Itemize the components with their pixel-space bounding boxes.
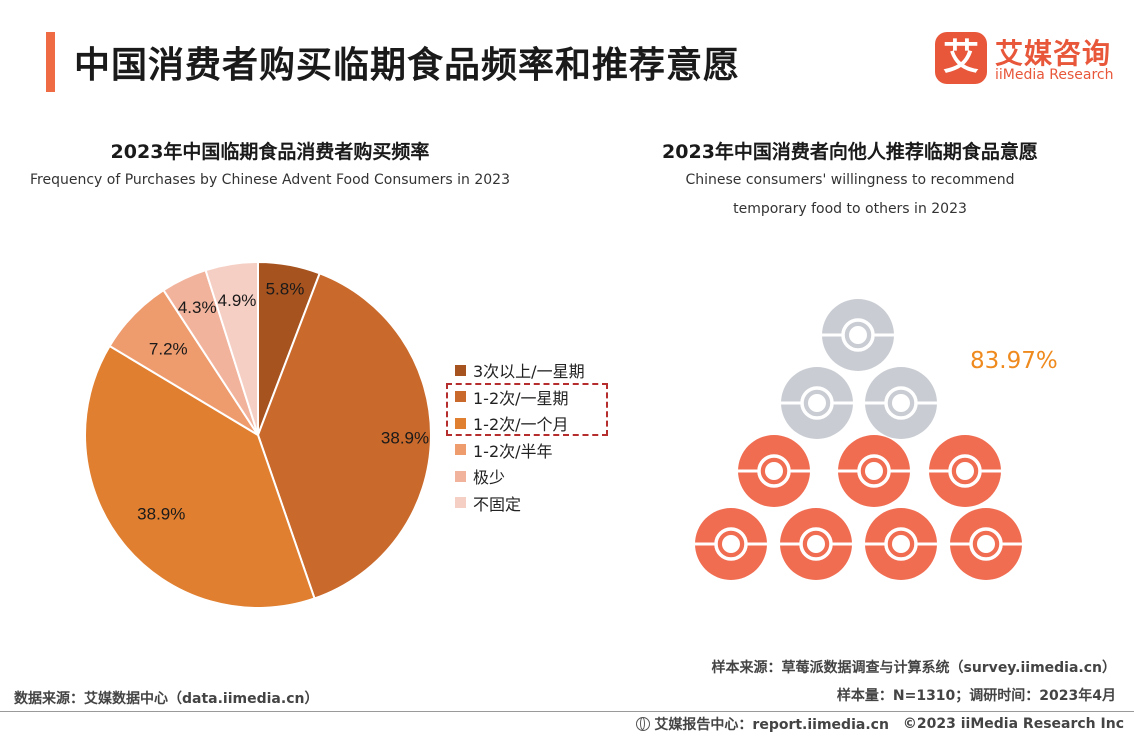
logo-cn-text: 艾媒咨询	[995, 37, 1112, 70]
legend-item: 不固定	[455, 490, 585, 517]
legend-item: 1-2次/半年	[455, 437, 585, 464]
logo-en-text: iiMedia Research	[995, 67, 1114, 83]
legend-label: 不固定	[473, 494, 522, 514]
legend-item: 极少	[455, 463, 585, 490]
recommend-percentage: 83.97%	[970, 348, 1058, 374]
logo-mark-icon: 艾	[935, 32, 987, 84]
pie-slice-label: 7.2%	[149, 340, 188, 359]
pictogram-icon	[780, 508, 852, 580]
pictogram-icon	[929, 435, 1001, 507]
legend-label: 极少	[473, 468, 506, 488]
pictogram-icon	[838, 435, 910, 507]
pie-slice	[256, 272, 432, 600]
legend-swatch	[455, 417, 466, 429]
pie-slice-label: 38.9%	[381, 428, 429, 447]
right-chart-subtitle-line2: temporary food to others in 2023	[733, 201, 967, 217]
legend-swatch	[455, 444, 466, 456]
iimedia-logo: 艾 艾媒咨询 iiMedia Research	[935, 32, 1115, 88]
footer-copyright: ©2023 iiMedia Research Inc	[902, 716, 1124, 732]
legend-label: 1-2次/一个月	[473, 415, 569, 435]
legend-swatch	[455, 497, 466, 509]
pie-slice-label: 5.8%	[266, 280, 305, 299]
pie-slice	[204, 260, 259, 436]
pie-slice	[84, 344, 316, 609]
pictogram-icon	[865, 367, 937, 439]
left-chart-title: 2023年中国临期食品消费者购买频率	[110, 141, 430, 163]
pictogram-icon	[822, 299, 894, 371]
legend-highlight-box	[446, 383, 608, 436]
pictogram-icon	[781, 367, 853, 439]
legend-item: 3次以上/一星期	[455, 357, 585, 384]
pictogram-icon	[950, 508, 1022, 580]
legend-item: 1-2次/一个月	[455, 410, 585, 437]
footer: 艾媒报告中心：report.iimedia.cn ©2023 iiMedia R…	[636, 714, 1124, 734]
sample-source-note: 样本来源：草莓派数据调查与计算系统（survey.iimedia.cn）	[711, 660, 1116, 676]
legend-item: 1-2次/一星期	[455, 384, 585, 411]
data-source-note: 数据来源：艾媒数据中心（data.iimedia.cn）	[14, 691, 319, 707]
pictogram-icon	[695, 508, 767, 580]
left-chart-subtitle: Frequency of Purchases by Chinese Advent…	[30, 172, 510, 188]
footer-divider	[0, 711, 1134, 712]
legend-swatch	[455, 391, 466, 403]
pie-slice-label: 38.9%	[137, 504, 185, 523]
pie-slice-label: 4.3%	[178, 298, 217, 317]
globe-icon	[636, 717, 651, 731]
legend-label: 1-2次/半年	[473, 441, 553, 461]
legend-swatch	[455, 470, 466, 482]
footer-report-center[interactable]: 艾媒报告中心：report.iimedia.cn	[654, 717, 889, 733]
right-chart-title: 2023年中国消费者向他人推荐临期食品意愿	[662, 141, 1038, 163]
legend-swatch	[455, 364, 466, 376]
pie-slice-label: 4.9%	[218, 291, 257, 310]
pictogram-icon	[738, 435, 810, 507]
sample-size-note: 样本量：N=1310；调研时间：2023年4月	[836, 688, 1116, 704]
page-title: 中国消费者购买临期食品频率和推荐意愿	[74, 45, 741, 86]
legend-label: 3次以上/一星期	[473, 362, 585, 382]
right-chart-subtitle-line1: Chinese consumers' willingness to recomm…	[685, 172, 1015, 188]
pictogram-icon	[865, 508, 937, 580]
pie-legend: 3次以上/一星期 1-2次/一星期 1-2次/一个月 1-2次/半年 极少不固定	[455, 357, 585, 516]
logo-mark-char: 艾	[942, 37, 979, 78]
legend-label: 1-2次/一星期	[473, 388, 569, 408]
title-accent-bar	[46, 32, 55, 92]
